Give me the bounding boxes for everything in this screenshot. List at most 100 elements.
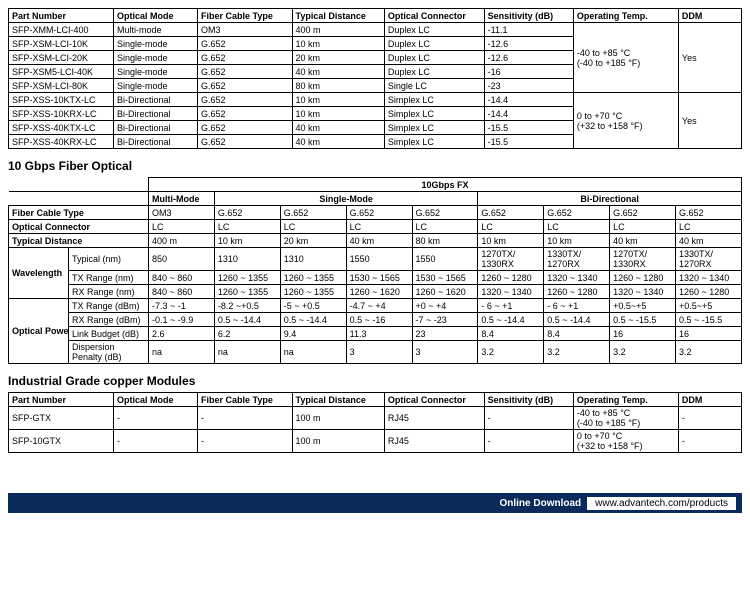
cell: 6.2 [214,327,280,341]
cell: 1530 ~ 1565 [412,271,478,285]
cell: G.652 [198,37,293,51]
cell: 2.6 [149,327,215,341]
cell: - [484,407,573,430]
cell: Typical (nm) [69,248,149,271]
cell: 10 km [214,234,280,248]
cell: LC [412,220,478,234]
cell: 8.4 [478,327,544,341]
cell: -15.5 [484,135,573,149]
cell: 1330TX/ 1270RX [676,248,742,271]
header-cell: Optical Power [9,299,69,364]
cell: SFP-GTX [9,407,114,430]
cell: Bi-Directional [114,121,198,135]
cell: Simplex LC [384,107,484,121]
10g-fiber-table: 10Gbps FXMulti-ModeSingle-ModeBi-Directi… [8,177,742,364]
footer-label: Online Download [499,498,581,509]
cell: - [114,407,198,430]
col-header: Part Number [9,393,114,407]
cell: 1310 [214,248,280,271]
header-cell: Typical Distance [9,234,149,248]
cell: -7.3 ~ -1 [149,299,215,313]
cell: 1260 ~ 1280 [478,271,544,285]
table-header-row: Part Number Optical Mode Fiber Cable Typ… [9,9,742,23]
col-header: Optical Mode [114,393,198,407]
cell: RJ45 [384,407,484,430]
cell: 3.2 [544,341,610,364]
cell: 3.2 [610,341,676,364]
cell: LC [149,220,215,234]
cell: - 6 ~ +1 [478,299,544,313]
cell: 1320 ~ 1340 [478,285,544,299]
header-cell: Bi-Directional [478,192,742,206]
section-title-copper: Industrial Grade copper Modules [8,374,742,388]
header-cell: 10Gbps FX [149,178,742,192]
header-cell: Fiber Cable Type [9,206,149,220]
cell: 0 to +70 °C (+32 to +158 °F) [573,93,678,149]
header-cell: Optical Connector [9,220,149,234]
header-cell: Multi-Mode [149,192,215,206]
cell: 1320 ~ 1340 [676,271,742,285]
cell: 400 m [292,23,384,37]
cell: - 6 ~ +1 [544,299,610,313]
cell: 3 [346,341,412,364]
cell: LC [544,220,610,234]
header-cell [9,192,149,206]
cell: -12.6 [484,51,573,65]
cell: G.652 [198,135,293,149]
cell: - [678,407,741,430]
cell: OM3 [198,23,293,37]
cell: 1260 ~ 1280 [610,271,676,285]
cell: G.652 [198,121,293,135]
cell: -5 ~ +0.5 [280,299,346,313]
cell: Dispersion Penalty (dB) [69,341,149,364]
cell: RX Range (nm) [69,285,149,299]
cell: 100 m [292,430,384,453]
cell: 10 km [478,234,544,248]
cell: SFP-XMM-LCI-400 [9,23,114,37]
footer-bar: Online Download www.advantech.com/produc… [8,493,742,513]
header-cell: Single-Mode [214,192,478,206]
cell: 10 km [292,107,384,121]
cell: RJ45 [384,430,484,453]
cell: Duplex LC [384,65,484,79]
cell: +0.5~+5 [676,299,742,313]
cell: 10 km [292,93,384,107]
cell: 16 [610,327,676,341]
cell: 1260 ~ 1355 [214,271,280,285]
cell: Single-mode [114,65,198,79]
cell: 16 [676,327,742,341]
cell: 9.4 [280,327,346,341]
cell: 0.5 ~ -16 [346,313,412,327]
cell: SFP-XSM-LCI-20K [9,51,114,65]
cell: Link Budget (dB) [69,327,149,341]
cell: G.652 [676,206,742,220]
cell: - [198,407,293,430]
sfp-modules-table: Part Number Optical Mode Fiber Cable Typ… [8,8,742,149]
cell: 0.5 ~ -14.4 [214,313,280,327]
cell: G.652 [412,206,478,220]
cell: Yes [678,93,741,149]
col-header: Optical Mode [114,9,198,23]
cell: - [678,430,741,453]
cell: 1260 ~ 1355 [280,271,346,285]
cell: TX Range (nm) [69,271,149,285]
cell: Single LC [384,79,484,93]
cell: 20 km [292,51,384,65]
col-header: Part Number [9,9,114,23]
cell: -8.2 ~+0.5 [214,299,280,313]
cell: -14.4 [484,93,573,107]
cell: Yes [678,23,741,93]
header-cell [9,178,149,192]
cell: G.652 [198,93,293,107]
cell: 1530 ~ 1565 [346,271,412,285]
col-header: Sensitivity (dB) [484,393,573,407]
cell: 0.5 ~ -14.4 [280,313,346,327]
cell: 1270TX/ 1330RX [478,248,544,271]
cell: - [198,430,293,453]
section-title-10g: 10 Gbps Fiber Optical [8,159,742,173]
cell: 0.5 ~ -15.5 [676,313,742,327]
cell: RX Range (dBm) [69,313,149,327]
cell: 1320 ~ 1340 [610,285,676,299]
cell: +0 ~ +4 [412,299,478,313]
cell: SFP-XSM-LCI-10K [9,37,114,51]
